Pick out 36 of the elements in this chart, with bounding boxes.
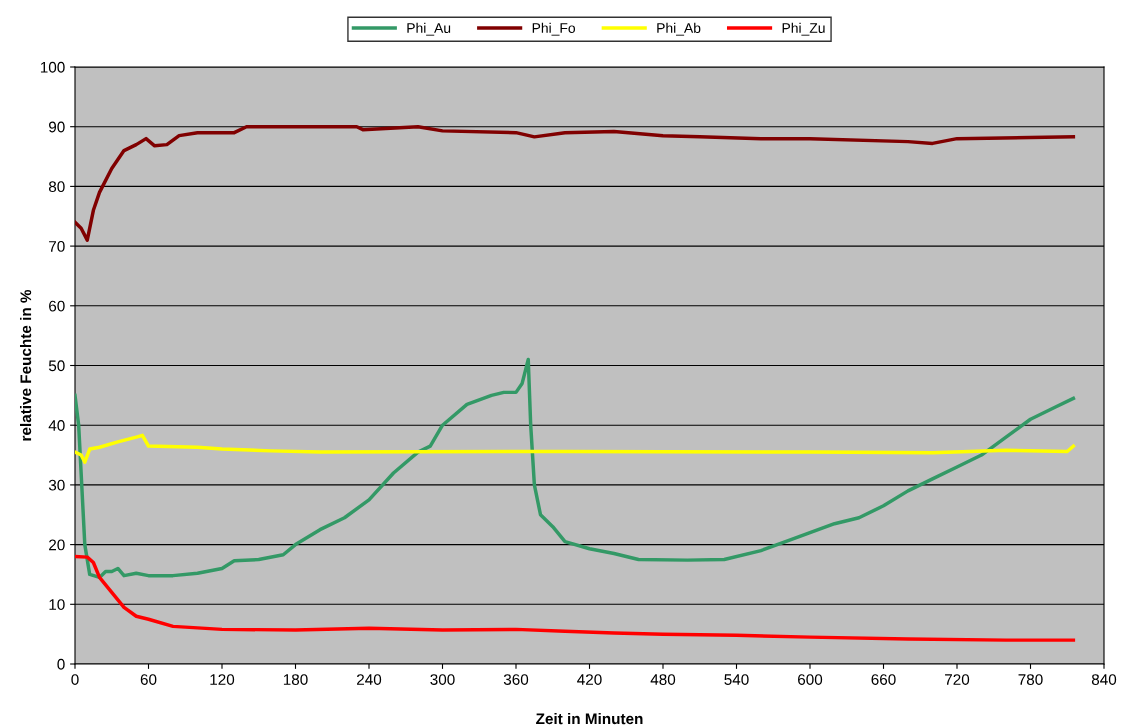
x-tick-label: 120: [210, 674, 235, 685]
y-tick-label: 80: [48, 181, 65, 193]
y-tick-label: 100: [40, 61, 65, 73]
y-tick-label: 50: [48, 360, 65, 372]
line-series: [75, 554, 1076, 642]
x-tick-label: 840: [1091, 674, 1117, 685]
x-axis-title: Zeit in Minuten: [536, 712, 643, 725]
y-tick-label: 60: [49, 300, 65, 312]
y-tick-label: 70: [49, 240, 65, 252]
line-series: [75, 433, 1076, 464]
x-tick-label: 360: [503, 674, 529, 685]
legend-label: Phi_Ab: [657, 22, 701, 36]
legend-label: Phi_Zu: [782, 22, 825, 36]
line-series: [75, 124, 1076, 242]
y-tick-label: 0: [57, 658, 65, 670]
x-tick-label: 660: [871, 674, 896, 685]
x-tick-label: 240: [357, 674, 382, 685]
legend-label: Phi_Au: [407, 22, 451, 36]
y-tick-label: 10: [49, 599, 65, 610]
x-tick-label: 480: [650, 674, 676, 685]
y-tick-label: 40: [48, 420, 65, 431]
y-tick-label: 90: [49, 121, 65, 133]
y-tick-label: 30: [48, 479, 65, 491]
x-tick-label: 540: [724, 674, 749, 685]
x-tick-label: 180: [283, 674, 308, 685]
y-axis-title: relative Feuchte in %: [19, 289, 32, 441]
x-tick-label: 420: [577, 674, 602, 685]
x-tick-label: 720: [945, 674, 970, 685]
x-tick-label: 0: [71, 674, 79, 685]
line-series: [75, 357, 1076, 580]
x-tick-label: 780: [1018, 674, 1043, 685]
legend-label: Phi_Fo: [532, 22, 576, 36]
x-tick-label: 60: [140, 674, 157, 685]
x-tick-label: 300: [430, 674, 455, 685]
x-tick-label: 600: [798, 674, 823, 685]
y-tick-label: 20: [49, 539, 65, 551]
